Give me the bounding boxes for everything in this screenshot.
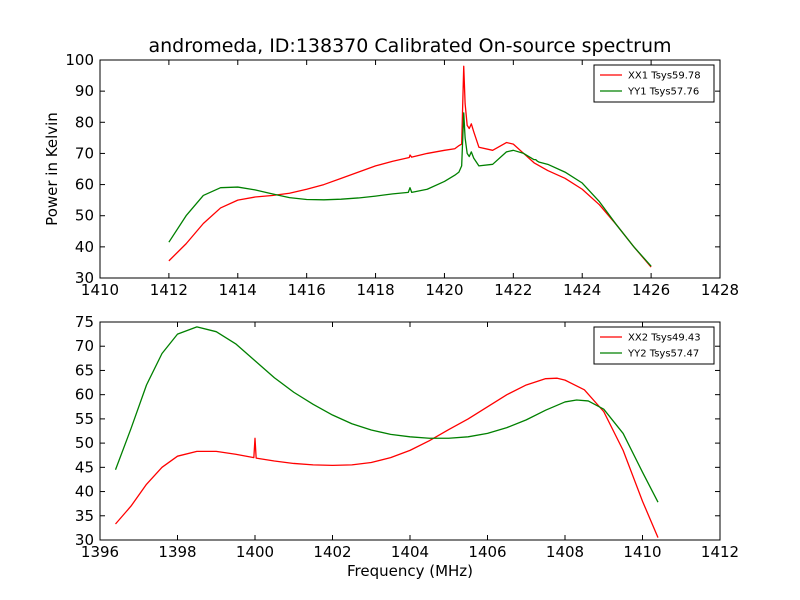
x-tick-label: 1416 [288,281,326,299]
y-tick-label: 55 [75,410,94,428]
legend: XX2 Tsys49.43 YY2 Tsys57.47 [593,326,715,365]
y-tick-label: 35 [75,507,94,525]
y-tick-label: 70 [75,144,94,162]
series-line-2 [168,112,652,267]
y-axis-label: Power in Kelvin [43,112,61,226]
x-tick-label: 1396 [81,543,119,561]
x-tick-label: 1406 [468,543,506,561]
y-tick-label: 30 [75,531,94,549]
y-tick-label: 65 [75,361,94,379]
chart-panel-2: 1396 1398 1400 1402 1404 1406 1408 1410 1412 30 35… [75,313,739,580]
legend-entry-label: YY1 Tsys57.76 [627,87,699,98]
x-tick-label: 1422 [494,281,532,299]
x-tick-label: 1400 [236,543,274,561]
figure-title: andromeda, ID:138370 Calibrated On-sourc… [148,35,671,57]
x-tick-label: 1424 [563,281,601,299]
x-tick-label: 1414 [219,281,257,299]
y-tick-label: 90 [75,82,94,100]
x-tick-label: 1410 [623,543,661,561]
x-tick-label: 1402 [313,543,351,561]
legend-box [593,64,715,103]
series-line-2 [114,326,659,503]
x-tick-label: 1404 [391,543,429,561]
x-tick-label: 1420 [425,281,463,299]
y-tick-label: 80 [75,113,94,131]
legend-entry-label: XX2 Tsys49.43 [628,333,701,344]
y-tick-label: 45 [75,458,94,476]
series-line-1 [168,65,652,268]
y-tick-label: 30 [75,269,94,287]
x-axis-label: Frequency (MHz) [347,562,473,580]
x-tick-label: 1408 [546,543,584,561]
y-tick-label: 60 [75,176,94,194]
series-line-1 [115,377,659,538]
y-tick-label: 40 [75,483,94,501]
legend-entry-label: XX1 Tsys59.78 [628,71,701,82]
y-tick-label: 60 [75,386,94,404]
axes-frame [99,59,721,279]
legend-box [593,326,715,365]
x-tick-label: 1418 [356,281,394,299]
x-tick-label: 1398 [158,543,196,561]
y-tick-label: 75 [75,313,94,331]
legend-entry-label: YY2 Tsys57.47 [627,349,699,360]
x-tick-label: 1412 [701,543,739,561]
y-tick-label: 100 [65,51,94,69]
y-tick-label: 40 [75,238,94,256]
chart-panel-1: 1410 1412 1414 1416 1418 1420 1422 1424 1426 1428… [43,51,739,299]
y-tick-label: 50 [75,207,94,225]
x-tick-label: 1426 [632,281,670,299]
chart-panels: 1410 1412 1414 1416 1418 1420 1422 1424 1426 1428… [43,51,739,580]
x-tick-label: 1412 [150,281,188,299]
x-tick-label: 1410 [81,281,119,299]
x-tick-label: 1428 [701,281,739,299]
y-tick-label: 70 [75,337,94,355]
y-tick-label: 50 [75,434,94,452]
legend: XX1 Tsys59.78 YY1 Tsys57.76 [593,64,715,103]
